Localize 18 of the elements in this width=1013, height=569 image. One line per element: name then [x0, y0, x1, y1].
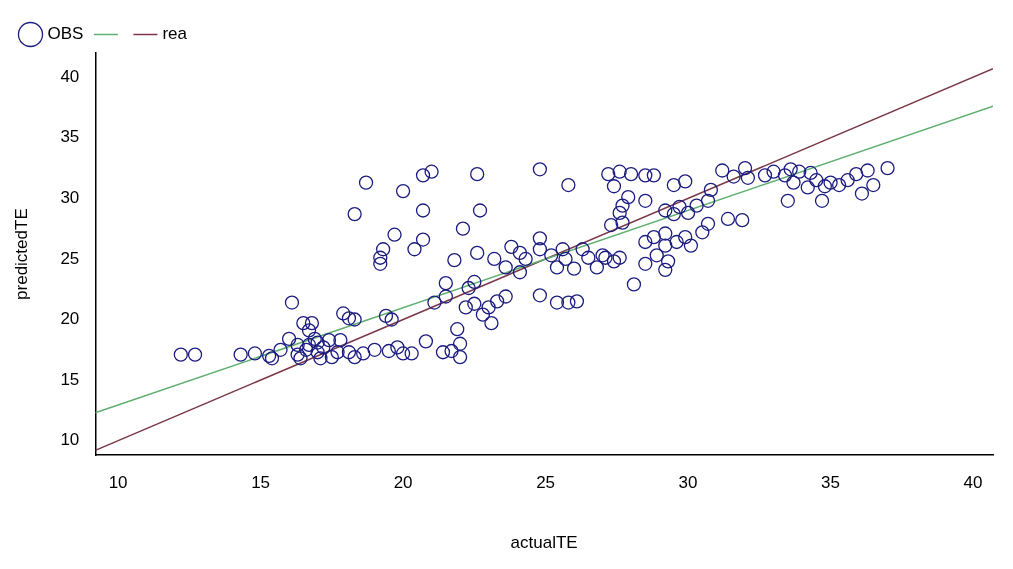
y-tick-label: 10	[60, 430, 80, 450]
x-tick-label: 20	[393, 473, 413, 493]
y-tick-label: 35	[60, 127, 80, 147]
legend-label: rea	[162, 24, 188, 44]
x-tick-label: 10	[108, 473, 128, 493]
x-axis-title: actualTE	[510, 533, 578, 553]
y-axis-title: predictedTE	[11, 208, 31, 300]
y-tick-label: 40	[60, 66, 80, 86]
y-tick-label: 25	[60, 248, 80, 268]
y-tick-label: 30	[60, 188, 80, 208]
x-tick-label: 15	[251, 473, 271, 493]
legend-label: OBS	[47, 24, 84, 44]
x-tick-label: 35	[821, 473, 841, 493]
x-tick-label: 40	[963, 473, 983, 493]
x-tick-label: 30	[678, 473, 698, 493]
x-tick-label: 25	[536, 473, 556, 493]
y-tick-label: 15	[60, 369, 80, 389]
y-tick-label: 20	[60, 309, 80, 329]
